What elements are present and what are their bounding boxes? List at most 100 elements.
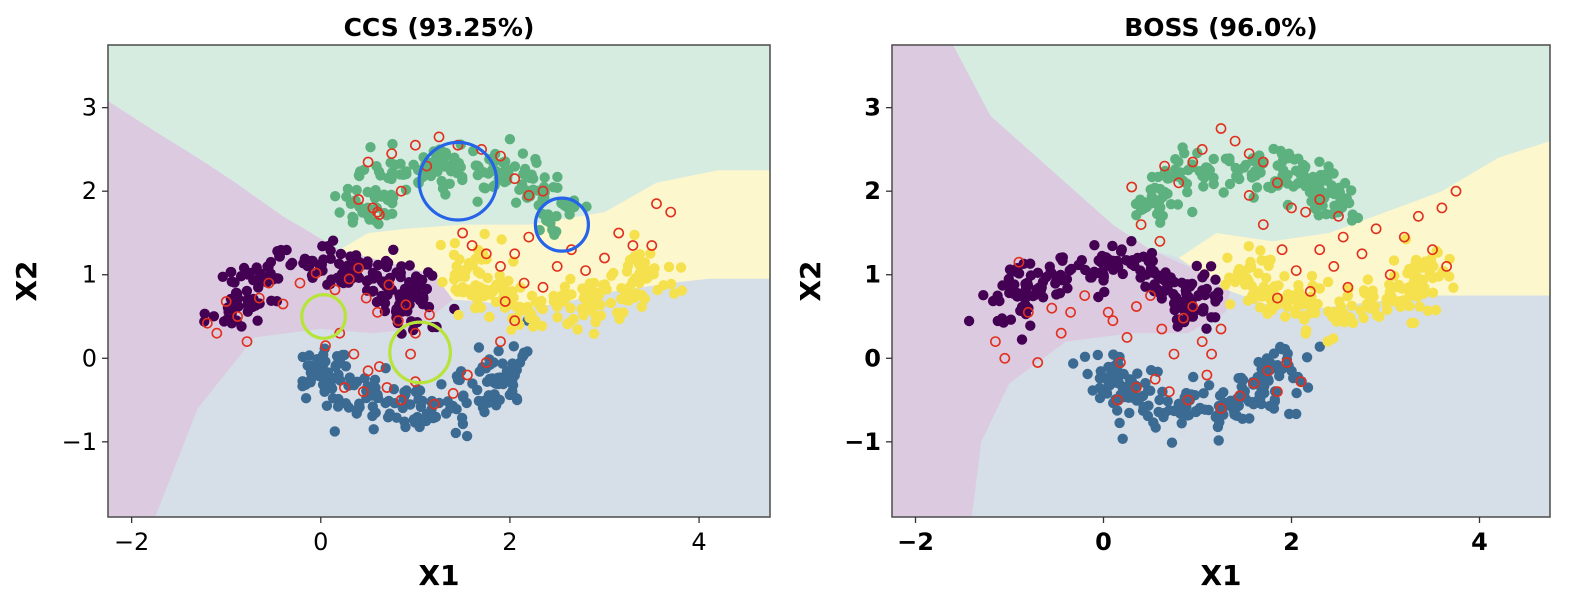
misclassified-point	[1046, 302, 1058, 314]
misclassified-point	[1115, 357, 1126, 368]
misclassified-point	[1337, 231, 1349, 243]
data-point	[1333, 203, 1345, 214]
data-point	[1364, 302, 1375, 313]
misclassified-point	[1022, 306, 1034, 318]
data-point	[454, 374, 465, 386]
misclassified-point	[461, 369, 473, 381]
misclassified-point	[476, 143, 487, 155]
data-point	[548, 296, 560, 307]
data-point	[303, 260, 314, 272]
misclassified-point	[1149, 373, 1161, 385]
data-point	[373, 218, 384, 230]
data-point	[1320, 169, 1331, 180]
data-point	[1203, 380, 1215, 391]
y-tick-label: 3	[864, 94, 881, 122]
data-point	[400, 285, 411, 296]
data-point	[588, 328, 600, 339]
data-point	[363, 210, 374, 222]
data-point	[1309, 203, 1321, 214]
data-point	[552, 171, 563, 183]
data-point	[474, 366, 485, 377]
data-point	[242, 269, 253, 280]
data-point	[1194, 402, 1206, 414]
data-point	[1041, 271, 1052, 283]
misclassified-point	[241, 336, 253, 347]
data-point	[663, 261, 675, 273]
data-point	[241, 285, 253, 297]
data-point	[461, 430, 473, 442]
data-point	[1142, 385, 1154, 396]
data-point	[1265, 254, 1276, 265]
data-point	[584, 292, 596, 304]
data-point	[539, 172, 550, 183]
data-point	[1152, 284, 1164, 295]
data-point	[337, 349, 348, 361]
plot-panel-2: −2 0 2 4 −1 0 1 2 3 BOSS (96.0%) X1 X2	[794, 13, 1551, 592]
data-point	[1176, 418, 1187, 429]
misclassified-point	[1159, 160, 1170, 172]
data-point	[494, 394, 505, 406]
misclassified-point	[433, 131, 445, 143]
data-point	[448, 157, 459, 168]
data-point	[1054, 288, 1066, 299]
data-point	[612, 307, 623, 318]
misclassified-point	[523, 189, 535, 201]
x-tick-label: −2	[114, 528, 149, 556]
misclassified-point	[381, 382, 393, 393]
data-point	[1062, 283, 1073, 294]
data-point	[344, 372, 355, 383]
data-point	[496, 234, 507, 245]
data-point	[1301, 352, 1313, 363]
misclassified-point	[509, 315, 521, 327]
data-point	[327, 393, 339, 404]
data-point	[1153, 406, 1164, 418]
axes-frame	[891, 44, 1551, 518]
data-point	[1166, 437, 1178, 448]
data-point	[1352, 212, 1364, 224]
misclassified-point	[1304, 285, 1316, 297]
misclassified-point	[480, 248, 492, 260]
data-point	[1178, 304, 1189, 315]
data-point	[410, 271, 422, 282]
data-point	[1248, 293, 1259, 304]
data-point	[423, 301, 435, 313]
data-point	[1162, 396, 1173, 407]
data-point	[487, 286, 499, 297]
data-point	[998, 317, 1009, 328]
data-point	[559, 288, 570, 299]
data-point	[1163, 173, 1175, 184]
x-axis-label: X1	[418, 559, 459, 592]
data-point	[440, 189, 451, 200]
data-point	[395, 271, 406, 283]
data-point	[332, 401, 344, 412]
misclassified-point	[1413, 210, 1424, 222]
data-point	[1131, 210, 1142, 221]
data-point	[371, 296, 383, 308]
data-point	[978, 290, 989, 301]
misclassified-point	[1257, 219, 1269, 230]
misclassified-point	[1201, 369, 1213, 381]
misclassified-point	[362, 156, 374, 168]
data-point	[1093, 255, 1104, 266]
data-point	[478, 167, 489, 178]
data-point	[345, 251, 356, 262]
data-point	[1414, 301, 1425, 312]
data-point	[1410, 258, 1421, 270]
misclassified-point	[1121, 331, 1133, 343]
data-point	[436, 379, 447, 390]
misclassified-point	[1272, 292, 1283, 304]
misclassified-point	[211, 327, 223, 339]
misclassified-point	[580, 265, 591, 276]
data-point	[484, 311, 495, 323]
data-point	[1427, 287, 1439, 298]
data-point	[1199, 289, 1211, 301]
data-point	[1117, 433, 1128, 444]
data-point	[1322, 276, 1334, 288]
data-point	[435, 239, 446, 251]
data-point	[1234, 173, 1245, 185]
data-point	[329, 426, 340, 437]
data-point	[368, 424, 379, 435]
misclassified-point	[1126, 181, 1138, 193]
misclassified-point	[329, 284, 341, 296]
misclassified-point	[392, 315, 404, 327]
